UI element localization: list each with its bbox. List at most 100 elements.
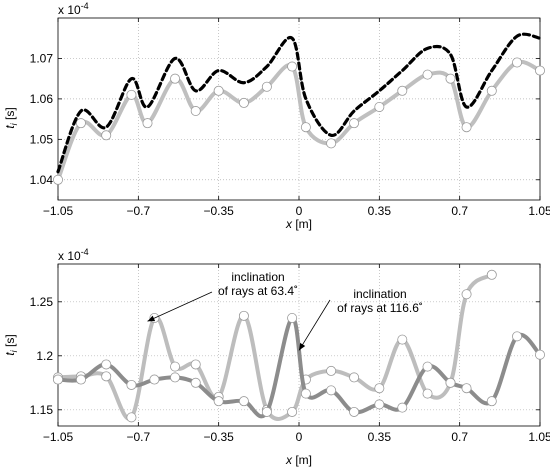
top-ticks: −1.05 −0.7 −0.35 0 0.35 0.7 1.05 1.04 1.05 1.06 1.…: [30, 18, 550, 218]
data-point-marker: [535, 349, 546, 360]
data-point-marker: [238, 97, 249, 108]
data-point-marker: [422, 69, 433, 80]
bottom-y-axis-label: ti [s]: [3, 334, 19, 355]
annotation-arrowhead: [147, 315, 156, 322]
data-point-marker: [287, 312, 298, 323]
y-tick-label: 1.25: [30, 295, 54, 309]
y-tick-label: 1.15: [30, 403, 54, 417]
y-tick-label: 1.04: [30, 173, 54, 187]
data-point-marker: [422, 361, 433, 372]
x-tick-label: −1.05: [43, 430, 74, 444]
y-tick-label: 1.06: [30, 92, 54, 106]
x-tick-label: −0.35: [203, 430, 234, 444]
data-point-marker: [512, 57, 523, 68]
x-tick-label: 0: [296, 204, 303, 218]
bottom-multiplier: x 10-4: [58, 247, 89, 263]
x-tick-label: 1.05: [528, 204, 550, 218]
data-point-marker: [535, 65, 546, 76]
data-point-marker: [486, 396, 497, 407]
x-tick-label: 0.7: [451, 430, 468, 444]
x-tick-label: −0.7: [126, 430, 150, 444]
data-point-marker: [142, 118, 153, 129]
data-point-marker: [126, 379, 137, 390]
top-series: [53, 32, 546, 185]
data-point-marker: [300, 122, 311, 133]
data-point-marker: [397, 402, 408, 413]
annotation-arrowhead: [299, 342, 306, 351]
data-point-marker: [461, 289, 472, 300]
data-point-marker: [461, 122, 472, 133]
data-point-marker: [261, 406, 272, 417]
data-point-marker: [445, 377, 456, 388]
data-point-marker: [261, 81, 272, 92]
data-point-marker: [374, 101, 385, 112]
data-point-marker: [149, 374, 160, 385]
data-point-marker: [349, 118, 360, 129]
data-point-marker: [445, 73, 456, 84]
data-point-marker: [486, 269, 497, 280]
x-tick-label: 0.7: [451, 204, 468, 218]
x-tick-label: 0: [296, 430, 303, 444]
data-point-marker: [213, 85, 224, 96]
data-point-marker: [170, 73, 181, 84]
y-tick-label: 1.2: [36, 349, 53, 363]
y-tick-label: 1.05: [30, 132, 54, 146]
data-point-marker: [287, 406, 298, 417]
bottom-series: [53, 269, 546, 423]
annotation-arrow: [147, 291, 213, 322]
data-point-marker: [170, 372, 181, 383]
data-point-marker: [287, 61, 298, 72]
data-point-marker: [326, 385, 337, 396]
data-point-marker: [349, 372, 360, 383]
bottom-x-axis-label: x [m]: [285, 453, 312, 467]
x-tick-label: 0.35: [368, 430, 392, 444]
data-point-marker: [326, 365, 337, 376]
top-x-axis-label: x [m]: [285, 217, 312, 231]
x-tick-label: 1.05: [528, 430, 550, 444]
data-point-marker: [101, 359, 112, 370]
data-point-marker: [422, 388, 433, 399]
data-point-marker: [238, 310, 249, 321]
x-tick-label: 0.35: [368, 204, 392, 218]
data-point-marker: [300, 388, 311, 399]
data-point-marker: [213, 396, 224, 407]
data-point-marker: [349, 406, 360, 417]
x-tick-label: −1.05: [43, 204, 74, 218]
bottom-annotations: inclination of rays at 63.4˚ inclination of…: [147, 270, 423, 351]
data-point-marker: [326, 138, 337, 149]
data-point-marker: [486, 85, 497, 96]
data-point-marker: [374, 383, 385, 394]
top-chart: −1.05 −0.7 −0.35 0 0.35 0.7 1.05 1.04 1.05 1.06 1.…: [3, 1, 550, 231]
data-point-marker: [190, 106, 201, 117]
data-point-marker: [190, 359, 201, 370]
x-tick-label: −0.7: [126, 204, 150, 218]
data-point-marker: [461, 383, 472, 394]
data-point-marker: [126, 412, 137, 423]
data-point-marker: [190, 377, 201, 388]
series-line: [56, 59, 542, 182]
data-point-marker: [397, 85, 408, 96]
series-line: [56, 315, 542, 419]
bottom-chart: −1.05 −0.7 −0.35 0 0.35 0.7 1.05 1.15 1.2 1.25 in…: [3, 247, 550, 467]
data-point-marker: [101, 371, 112, 382]
data-point-marker: [170, 361, 181, 372]
annotation-label: inclination of rays at 116.6˚: [337, 287, 423, 315]
bottom-ticks: −1.05 −0.7 −0.35 0 0.35 0.7 1.05 1.15 1.2 1.25: [30, 264, 550, 444]
data-point-marker: [512, 331, 523, 342]
data-point-marker: [75, 374, 86, 385]
y-tick-label: 1.07: [30, 51, 54, 65]
series-line: [56, 32, 542, 174]
data-point-marker: [101, 130, 112, 141]
top-multiplier: x 10-4: [58, 1, 89, 17]
data-point-marker: [238, 396, 249, 407]
data-point-marker: [53, 374, 64, 385]
data-point-marker: [75, 118, 86, 129]
data-point-marker: [374, 399, 385, 410]
data-point-marker: [397, 334, 408, 345]
top-y-axis-label: ti [s]: [3, 107, 19, 128]
annotation-arrow: [298, 299, 331, 351]
data-point-marker: [126, 89, 137, 100]
data-point-marker: [53, 174, 64, 185]
x-tick-label: −0.35: [203, 204, 234, 218]
